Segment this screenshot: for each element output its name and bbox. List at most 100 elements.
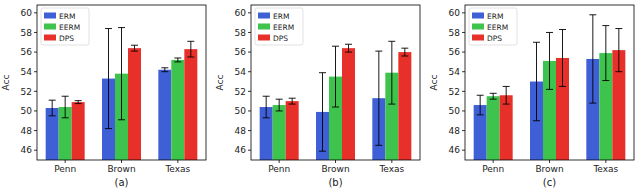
y-axis-label: Acc [1,75,11,91]
legend-swatch [258,35,270,41]
legend-label: ERM [59,12,75,21]
y-tick [248,52,251,53]
error-line [592,15,593,103]
x-tick [493,160,494,163]
error-cap [490,99,497,100]
legend-label: DPS [59,34,74,43]
error-cap [289,104,296,105]
error-bar [546,32,553,89]
x-tick [335,160,336,163]
error-bar [289,98,296,104]
legend-swatch [44,13,56,19]
error-bar [490,93,497,99]
error-cap [49,115,56,116]
y-tick [462,32,465,33]
error-line [121,28,122,120]
error-line [134,45,135,51]
error-line [493,93,494,99]
bar [46,108,59,160]
bar [158,70,171,160]
bar [184,49,197,160]
error-line [335,46,336,107]
error-bar [161,68,168,72]
error-bar [388,41,395,104]
error-bar [401,48,408,56]
error-cap [75,103,82,104]
y-tick-label: 60 [449,8,461,18]
error-cap [263,117,270,118]
y-tick [34,52,37,53]
error-cap [263,96,270,97]
y-tick [248,71,251,72]
y-tick-label: 48 [449,126,461,136]
figure: 4648505254565860AccPennBrownTexas(a)ERME… [0,0,640,191]
error-line [348,44,349,52]
panel: 4648505254565860AccPennBrownTexas(c)ERME… [429,5,634,188]
y-tick [34,130,37,131]
y-tick [248,12,251,13]
error-cap [546,32,553,33]
y-tick-label: 56 [449,47,461,57]
error-cap [602,25,609,26]
y-tick-label: 48 [235,126,247,136]
error-cap [161,67,168,68]
plot-frame [251,5,420,160]
x-tick-label: Penn [54,164,76,174]
y-tick-label: 46 [235,145,247,155]
error-bar [319,73,326,151]
error-line [164,68,165,72]
y-axis-label: Acc [215,75,225,91]
y-tick-label: 54 [235,67,247,77]
x-tick-label: Brown [107,164,135,174]
error-line [506,86,507,104]
y-tick [462,71,465,72]
x-tick-label: Penn [482,164,504,174]
error-cap [503,104,510,105]
error-line [391,41,392,104]
error-line [52,100,53,116]
error-bar [174,58,181,62]
error-cap [401,56,408,57]
y-tick [248,110,251,111]
error-line [190,41,191,57]
legend-label: DPS [273,34,288,43]
bar [342,48,355,160]
error-cap [602,80,609,81]
error-bar [75,101,82,104]
bars [260,41,412,160]
y-tick [462,52,465,53]
error-bar [559,30,566,87]
bars [474,15,626,160]
y-tick [462,91,465,92]
legend-label: ERM [273,12,289,21]
y-tick [34,91,37,92]
y-tick [34,12,37,13]
error-cap [62,96,69,97]
error-cap [105,28,112,29]
error-line [177,58,178,62]
error-cap [174,57,181,58]
error-bar [118,28,125,120]
x-tick [391,160,392,163]
error-bar [49,100,56,116]
y-tick-label: 52 [21,87,32,97]
error-bar [131,45,138,51]
error-cap [319,72,326,73]
bar [171,60,184,160]
y-tick-label: 46 [449,145,461,155]
y-tick-label: 52 [449,87,460,97]
legend-swatch [472,24,484,30]
y-tick-label: 60 [235,8,247,18]
error-line [65,96,66,118]
error-cap [388,104,395,105]
legend-swatch [44,24,56,30]
legend-label: ERM [487,12,503,21]
panel: 4648505254565860AccPennBrownTexas(b)ERME… [215,5,420,188]
legend-label: DPS [487,34,502,43]
plot-frame [37,5,206,160]
error-cap [105,128,112,129]
error-cap [276,110,283,111]
error-cap [477,95,484,96]
y-tick-label: 50 [449,106,461,116]
error-cap [75,100,82,101]
